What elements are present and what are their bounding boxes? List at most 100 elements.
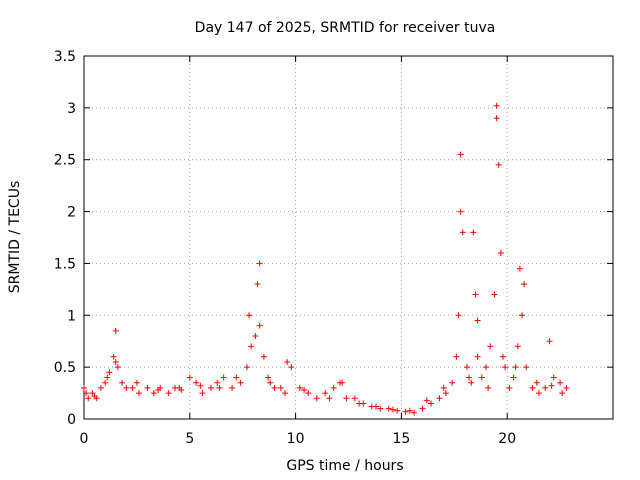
data-point [277, 384, 284, 391]
x-tick-label: 5 [185, 431, 194, 447]
data-point [112, 358, 119, 365]
data-point [256, 322, 263, 329]
data-point [487, 343, 494, 350]
data-point [112, 327, 119, 334]
data-point [478, 374, 485, 381]
data-point [419, 405, 426, 412]
ticks-layer: 0 0.5 1 1.5 2 2.5 3 3.5 0 5 10 15 20 [54, 49, 613, 447]
data-point [474, 317, 481, 324]
data-point [512, 364, 519, 371]
data-point [351, 395, 358, 402]
y-tick-label: 3.5 [54, 49, 76, 65]
y-tick-label: 0.5 [54, 360, 76, 376]
data-point [377, 405, 384, 412]
data-point [136, 390, 143, 397]
data-point [267, 379, 274, 386]
data-point [256, 260, 263, 267]
data-point [499, 353, 506, 360]
data-point [516, 265, 523, 272]
data-point [339, 379, 346, 386]
data-point [114, 364, 121, 371]
data-point [394, 407, 401, 414]
x-tick-label: 20 [498, 431, 516, 447]
y-tick-label: 1 [67, 308, 76, 324]
data-point [385, 405, 392, 412]
data-point [550, 374, 557, 381]
data-point [563, 384, 570, 391]
data-point [89, 390, 96, 397]
data-point [83, 390, 90, 397]
x-tick-label: 15 [392, 431, 410, 447]
data-point [559, 390, 566, 397]
x-tick-label: 10 [287, 431, 305, 447]
data-point [214, 379, 221, 386]
data-point [284, 358, 291, 365]
y-tick-label: 3 [67, 101, 76, 117]
data-point [233, 374, 240, 381]
data-point [199, 390, 206, 397]
data-point [123, 384, 130, 391]
data-point [144, 384, 151, 391]
data-point [322, 390, 329, 397]
data-point [119, 379, 126, 386]
data-point [423, 397, 430, 404]
data-point [463, 364, 470, 371]
data-point [389, 406, 396, 413]
data-point [495, 161, 502, 168]
data-point [457, 151, 464, 158]
data-point [470, 229, 477, 236]
data-point [523, 364, 530, 371]
data-point [453, 353, 460, 360]
data-point [533, 379, 540, 386]
data-point [457, 208, 464, 215]
data-point [557, 379, 564, 386]
data-point [472, 291, 479, 298]
data-point [493, 102, 500, 109]
data-point [474, 353, 481, 360]
data-point [252, 333, 259, 340]
data-point [468, 379, 475, 386]
data-point [282, 390, 289, 397]
data-point [546, 338, 553, 345]
data-point [207, 384, 214, 391]
data-point [466, 374, 473, 381]
chart-title: Day 147 of 2025, SRMTID for receiver tuv… [195, 20, 496, 36]
data-point [548, 382, 555, 389]
data-point [449, 379, 456, 386]
data-point [85, 395, 92, 402]
data-point [343, 395, 350, 402]
data-point [220, 374, 227, 381]
data-point [542, 384, 549, 391]
x-tick-label: 0 [80, 431, 89, 447]
data-point [502, 364, 509, 371]
data-point [150, 390, 157, 397]
data-point [493, 115, 500, 122]
data-point [497, 250, 504, 257]
data-point [229, 384, 236, 391]
data-points [81, 102, 570, 416]
data-point [455, 312, 462, 319]
data-point [402, 408, 409, 415]
data-point [514, 343, 521, 350]
y-tick-label: 2.5 [54, 153, 76, 169]
data-point [506, 384, 513, 391]
data-point [197, 382, 204, 389]
y-tick-label: 2 [67, 205, 76, 221]
data-point [133, 379, 140, 386]
data-point [243, 364, 250, 371]
data-point [296, 384, 303, 391]
data-point [186, 374, 193, 381]
data-point [301, 386, 308, 393]
y-axis-label: SRMTID / TECUs [7, 181, 23, 294]
data-point [406, 407, 413, 414]
data-point [483, 364, 490, 371]
data-point [330, 384, 337, 391]
data-point [81, 384, 87, 391]
data-point [535, 390, 542, 397]
data-point [411, 409, 418, 416]
data-point [440, 384, 447, 391]
data-point [288, 364, 295, 371]
plot-frame [83, 55, 614, 420]
data-point [459, 229, 466, 236]
